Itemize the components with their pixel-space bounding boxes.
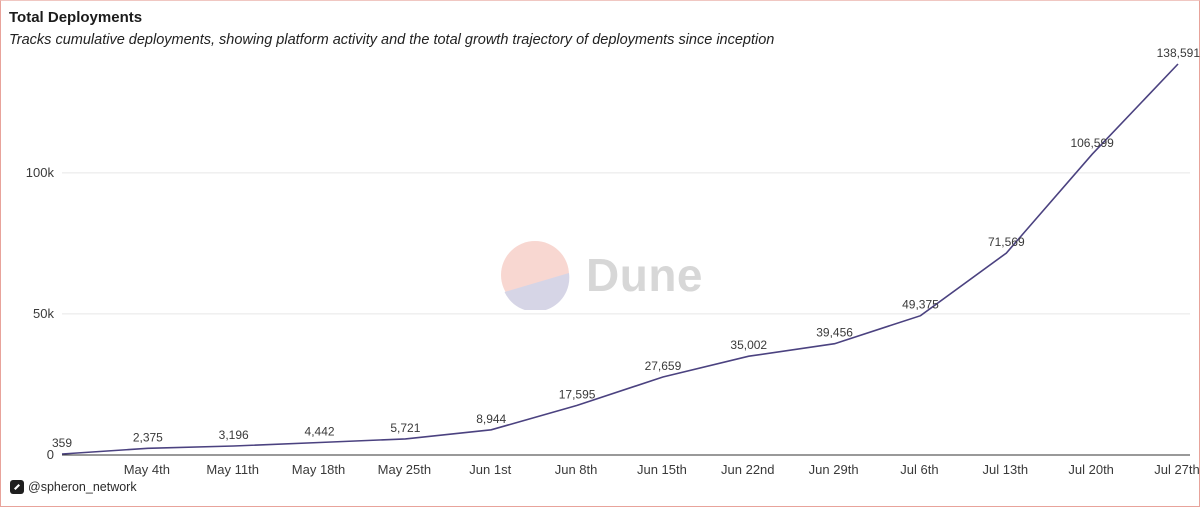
x-axis-ticks: May 4th May 11th May 18th May 25th Jun 1st Ju…: [124, 462, 1200, 477]
data-label: 49,375: [902, 298, 939, 312]
data-label: 3,196: [219, 428, 249, 442]
data-label: 39,456: [816, 326, 853, 340]
chart-subtitle: Tracks cumulative deployments, showing p…: [9, 32, 775, 48]
data-label: 359: [52, 436, 72, 450]
data-label: 17,595: [559, 387, 596, 401]
x-tick-label: May 18th: [292, 462, 345, 477]
data-label: 8,944: [476, 412, 506, 426]
spheron-logo-icon: [10, 480, 24, 494]
grid-lines: [62, 172, 1190, 315]
data-label: 27,659: [645, 359, 682, 373]
data-label: 138,591: [1157, 46, 1200, 60]
x-tick-label: Jun 15th: [637, 462, 687, 477]
x-tick-label: Jul 20th: [1068, 462, 1114, 477]
dune-logo-icon: [501, 241, 570, 310]
data-label: 106,599: [1070, 136, 1114, 150]
x-tick-label: May 4th: [124, 462, 170, 477]
data-label: 35,002: [730, 338, 767, 352]
series-line: [61, 63, 1179, 455]
x-tick-label: Jun 22nd: [721, 462, 775, 477]
data-label: 5,721: [390, 421, 420, 435]
x-tick-label: Jun 8th: [555, 462, 598, 477]
x-tick-label: Jul 27th: [1154, 462, 1200, 477]
y-tick-label: 0: [47, 447, 54, 462]
y-tick-label: 50k: [33, 306, 54, 321]
x-tick-label: Jul 6th: [900, 462, 938, 477]
data-label: 4,442: [305, 424, 335, 438]
x-tick-label: May 25th: [378, 462, 431, 477]
x-tick-label: Jun 29th: [809, 462, 859, 477]
footer: @spheron_network: [10, 480, 137, 494]
x-tick-label: Jun 1st: [469, 462, 511, 477]
chart-title: Total Deployments: [9, 9, 143, 26]
dune-watermark: Dune: [500, 240, 703, 310]
data-label: 2,375: [133, 430, 163, 444]
data-labels: 359 2,375 3,196 4,442 5,721 8,944 17,595 27,659…: [52, 46, 1200, 450]
x-tick-label: May 11th: [206, 462, 259, 477]
x-tick-label: Jul 13th: [983, 462, 1029, 477]
footer-handle[interactable]: @spheron_network: [28, 480, 137, 494]
y-tick-label: 100k: [26, 165, 55, 180]
y-axis-ticks: 0 50k 100k: [26, 165, 55, 462]
data-label: 71,569: [988, 235, 1025, 249]
watermark-text: Dune: [586, 249, 703, 301]
